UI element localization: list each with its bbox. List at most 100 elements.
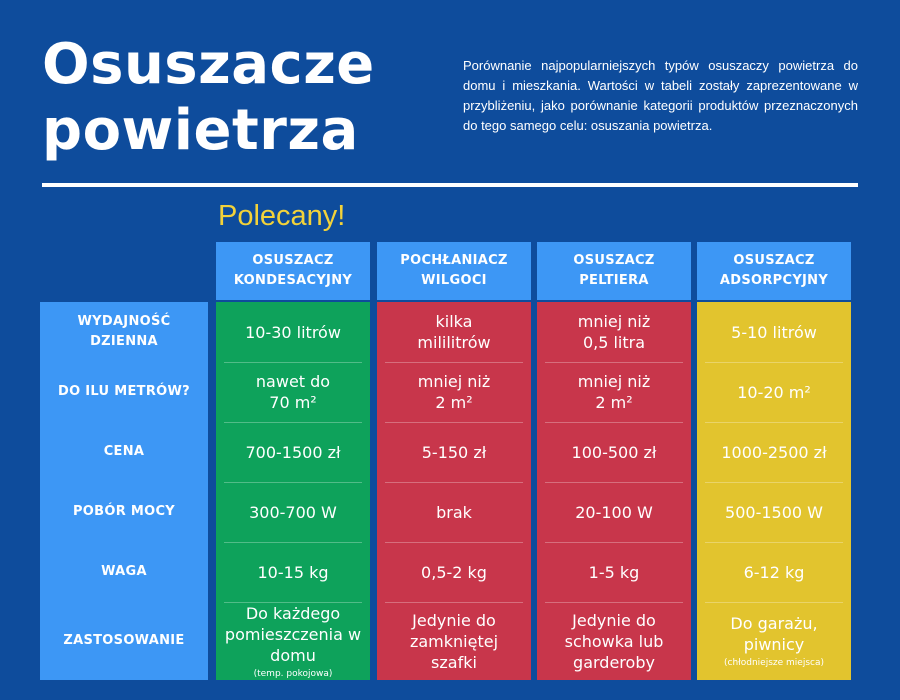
table-column: OSUSZACZ PELTIERA mniej niż 0,5 litra mniej … xyxy=(537,242,691,680)
cell-line: 10-20 m² xyxy=(737,382,811,402)
cell-line: 10-15 kg xyxy=(257,562,329,582)
table-cell: 1000-2500 zł xyxy=(697,422,851,482)
row-label-line: POBÓR MOCY xyxy=(72,504,176,519)
column-header-line: POCHŁANIACZ xyxy=(400,253,508,268)
title-line-2: powietrza xyxy=(42,98,359,163)
row-label-text: WAGA xyxy=(101,562,147,582)
row-separator xyxy=(224,602,362,603)
row-separator xyxy=(545,602,683,603)
page-title: Osuszacze powietrza xyxy=(42,32,375,164)
row-separator xyxy=(385,362,523,363)
cell-line: mniej niż xyxy=(417,372,491,391)
cell-line: Do garażu, xyxy=(730,614,818,633)
cell-line: 300-700 W xyxy=(249,502,337,522)
table-cell: 10-20 m² xyxy=(697,362,851,422)
cell-line: 10-30 litrów xyxy=(245,322,341,342)
table-cell: Do garażu, piwnicy (chłodniejsze miejsca) xyxy=(697,602,851,680)
cell-line: szafki xyxy=(431,652,477,672)
cell-line: Do każdego xyxy=(245,603,341,623)
row-separator xyxy=(705,602,843,603)
cell-line: 0,5-2 kg xyxy=(421,562,487,582)
row-separator xyxy=(705,362,843,363)
cell-line: 5-150 zł xyxy=(421,442,487,462)
table-cell: Jedynie do schowka lub garderoby xyxy=(537,602,691,680)
cell-line: brak xyxy=(436,502,472,522)
table-cell: mniej niż 2 m² xyxy=(377,362,531,422)
row-label-line: WYDAJNOŚĆ xyxy=(77,314,171,329)
cell-line: mniej niż xyxy=(577,372,651,391)
table-cell: Do każdego pomieszczenia w domu (temp. poko… xyxy=(216,602,370,680)
column-header-line: OSUSZACZ xyxy=(573,253,655,268)
row-separator xyxy=(705,542,843,543)
row-label-line: DO ILU METRÓW? xyxy=(58,384,190,399)
cell-line: 700-1500 zł xyxy=(245,442,341,462)
cell-line: 1-5 kg xyxy=(588,562,640,582)
title-line-1: Osuszacze xyxy=(42,32,375,97)
row-label: WYDAJNOŚĆ DZIENNA xyxy=(40,302,208,362)
table-cell: 6-12 kg xyxy=(697,542,851,602)
row-label: POBÓR MOCY xyxy=(40,482,208,542)
column-header-line: ADSORPCYJNY xyxy=(719,273,829,288)
cell-line: 100-500 zł xyxy=(571,442,657,462)
column-body: mniej niż 0,5 litra mniej niż 2 m² 100-500 z… xyxy=(537,302,691,680)
cell-line: 500-1500 W xyxy=(725,502,823,522)
column-header-text: OSUSZACZ ADSORPCYJNY xyxy=(720,251,828,291)
row-label-line: DZIENNA xyxy=(90,334,158,349)
cell-line: domu xyxy=(270,645,316,665)
cell-line: 6-12 kg xyxy=(743,562,805,582)
row-labels-column: WYDAJNOŚĆ DZIENNA DO ILU METRÓW? CENA POBÓR … xyxy=(40,302,208,680)
cell-note: (temp. pokojowa) xyxy=(253,668,333,679)
cell-line: Jedynie do xyxy=(572,610,656,630)
row-separator xyxy=(545,542,683,543)
table-cell: mniej niż 2 m² xyxy=(537,362,691,422)
cell-line: mililitrów xyxy=(417,333,491,352)
column-header: OSUSZACZ ADSORPCYJNY xyxy=(697,242,851,300)
row-separator xyxy=(224,422,362,423)
row-label: DO ILU METRÓW? xyxy=(40,362,208,422)
cell-line: mniej niż xyxy=(577,312,651,331)
table-cell: 500-1500 W xyxy=(697,482,851,542)
table-cell: 700-1500 zł xyxy=(216,422,370,482)
table-cell: 100-500 zł xyxy=(537,422,691,482)
cell-line: Jedynie do xyxy=(412,610,496,630)
table-cell: 10-30 litrów xyxy=(216,302,370,362)
table-column: POCHŁANIACZ WILGOCI kilka mililitrów mniej n… xyxy=(377,242,531,680)
row-separator xyxy=(224,542,362,543)
row-separator xyxy=(385,542,523,543)
row-label-line: CENA xyxy=(103,444,145,459)
table-cell: nawet do 70 m² xyxy=(216,362,370,422)
row-separator xyxy=(545,482,683,483)
table-column: OSUSZACZ ADSORPCYJNY 5-10 litrów 10-20 m² 10… xyxy=(697,242,851,680)
cell-line: 2 m² xyxy=(595,393,633,412)
table-cell: Jedynie do zamkniętej szafki xyxy=(377,602,531,680)
table-cell: 20-100 W xyxy=(537,482,691,542)
cell-line: piwnicy xyxy=(743,635,805,654)
table-cell: brak xyxy=(377,482,531,542)
column-body: 5-10 litrów 10-20 m² 1000-2500 zł 500-1500 … xyxy=(697,302,851,680)
column-header-line: PELTIERA xyxy=(579,273,649,288)
table-cell: 0,5-2 kg xyxy=(377,542,531,602)
row-separator xyxy=(385,422,523,423)
column-body: kilka mililitrów mniej niż 2 m² 5-150 zł brak… xyxy=(377,302,531,680)
intro-paragraph: Porównanie najpopularniejszych typów osu… xyxy=(463,58,858,133)
table-cell: 5-10 litrów xyxy=(697,302,851,362)
cell-line: schowka lub xyxy=(564,631,664,651)
cell-line: pomieszczenia w xyxy=(224,624,362,644)
column-header: OSUSZACZ PELTIERA xyxy=(537,242,691,300)
table-column: OSUSZACZ KONDESACYJNY 10-30 litrów nawet do… xyxy=(216,242,370,680)
row-separator xyxy=(705,422,843,423)
row-separator xyxy=(545,362,683,363)
row-label: WAGA xyxy=(40,542,208,602)
row-label-line: WAGA xyxy=(101,564,147,579)
column-header-line: OSUSZACZ xyxy=(252,253,334,268)
header-divider xyxy=(42,183,858,187)
column-header-text: POCHŁANIACZ WILGOCI xyxy=(400,251,507,291)
cell-line: 20-100 W xyxy=(575,502,653,522)
row-separator xyxy=(385,482,523,483)
column-header-text: OSUSZACZ KONDESACYJNY xyxy=(234,251,352,291)
column-header: OSUSZACZ KONDESACYJNY xyxy=(216,242,370,300)
table-cell: kilka mililitrów xyxy=(377,302,531,362)
cell-line: 70 m² xyxy=(269,393,317,412)
cell-line: 0,5 litra xyxy=(582,333,646,352)
row-label: CENA xyxy=(40,422,208,482)
